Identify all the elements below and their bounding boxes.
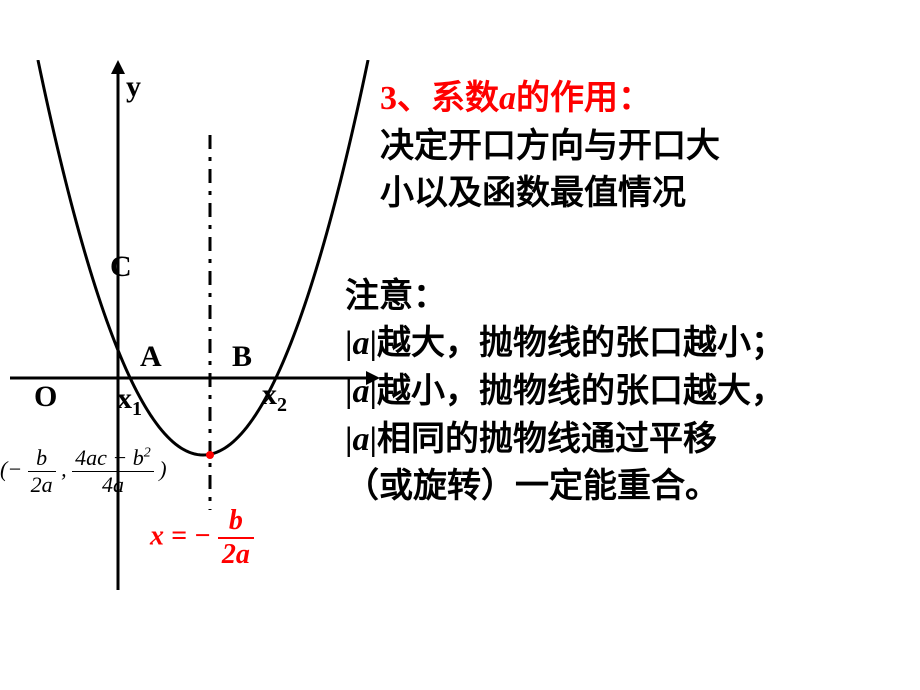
note-line-1: |a|越大，抛物线的张口越小；: [345, 320, 910, 368]
note-line-3: |a|相同的抛物线通过平移: [345, 416, 910, 464]
point-c-label: C: [110, 250, 132, 284]
note-label: 注意：: [345, 273, 910, 321]
body-line-1: 决定开口方向与开口大: [380, 123, 910, 171]
text-area: 3、系数a的作用： 决定开口方向与开口大 小以及函数最值情况 注意： |a|越大…: [380, 75, 910, 511]
graph-area: y O C A B x1 x2 (− b 2a , 4ac − b2 4a ) …: [10, 60, 380, 660]
note-line-4: （或旋转）一定能重合。: [345, 463, 910, 511]
title-line: 3、系数a的作用：: [380, 75, 910, 123]
vertex-formula: (− b 2a , 4ac − b2 4a ): [0, 445, 167, 498]
point-b-label: B: [232, 340, 252, 374]
body-line-2: 小以及函数最值情况: [380, 170, 910, 218]
x1-label: x1: [117, 382, 142, 421]
note-line-2: |a|越小，抛物线的张口越大，: [345, 368, 910, 416]
x2-label: x2: [262, 378, 287, 417]
note-block: 注意： |a|越大，抛物线的张口越小； |a|越小，抛物线的张口越大， |a|相…: [345, 273, 910, 511]
point-a-label: A: [140, 340, 162, 374]
axis-of-symmetry-formula: x = − b 2a: [150, 505, 254, 571]
origin-label: O: [34, 380, 57, 414]
y-axis-label: y: [126, 70, 141, 104]
